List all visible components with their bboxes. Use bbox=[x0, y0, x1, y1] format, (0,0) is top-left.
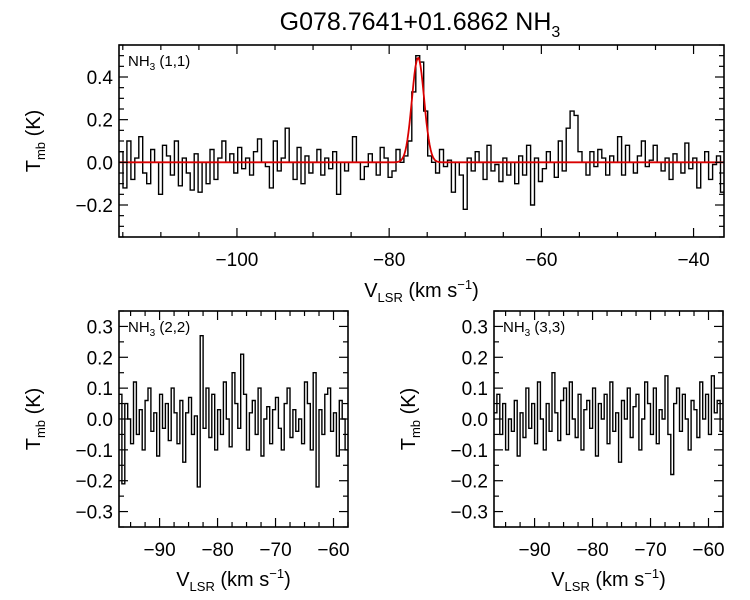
panel-1: −100 −80 −60 −40 −0.2 0.0 0.2 0.4 NH3 (1,1) VLSR … bbox=[23, 44, 725, 305]
panel-1-y-tick-label: 0.2 bbox=[87, 111, 113, 132]
panel-3-y-tick-label: 0.3 bbox=[462, 317, 488, 338]
panel-2-x-tick-label: −90 bbox=[143, 540, 175, 561]
panel-1-spectrum-histogram bbox=[119, 55, 724, 210]
panel-1-x-axis-label: VLSR (km s−1) bbox=[364, 277, 479, 305]
figure-title: G078.7641+01.6862 NH3 bbox=[280, 8, 561, 41]
panel-1-y-tick-label: −0.2 bbox=[75, 196, 113, 217]
panel-1-x-tick-label: −40 bbox=[677, 250, 709, 271]
panel-3-x-tick-label: −80 bbox=[576, 540, 608, 561]
panel-3: −90 −80 −70 −60 −0.3 −0.2 −0.1 0.0 0.1 0.2 0.3 NH3 … bbox=[398, 310, 725, 594]
panel-3-x-axis-label: VLSR (km s−1) bbox=[551, 566, 666, 594]
panel-2: −90 −80 −70 −60 −0.3 −0.2 −0.1 0.0 0.1 0.2 0.3 NH3 … bbox=[23, 310, 350, 594]
panel-2-y-tick-label: 0.0 bbox=[87, 410, 113, 431]
panel-2-y-tick-label: −0.3 bbox=[75, 503, 113, 524]
panel-1-gaussian-fit-line bbox=[119, 56, 724, 164]
panel-2-x-axis-label: VLSR (km s−1) bbox=[176, 566, 291, 594]
panel-3-y-tick-label: −0.2 bbox=[450, 472, 488, 493]
panel-2-x-tick-label: −80 bbox=[201, 540, 233, 561]
panel-1-y-tick-label: 0.4 bbox=[87, 68, 114, 89]
panel-2-y-tick-label: 0.2 bbox=[87, 348, 113, 369]
panel-1-x-tick-label: −80 bbox=[373, 250, 405, 271]
panel-3-spectrum-histogram bbox=[494, 372, 723, 476]
panel-2-y-tick-label: −0.1 bbox=[75, 441, 113, 462]
panel-2-spectrum-histogram bbox=[119, 335, 348, 488]
panel-3-y-tick-label: 0.0 bbox=[462, 410, 488, 431]
panel-2-y-tick-label: 0.1 bbox=[87, 379, 113, 400]
panel-2-x-tick-label: −60 bbox=[317, 540, 349, 561]
panel-3-label: NH3 (3,3) bbox=[503, 319, 565, 339]
panel-1-x-tick-label: −100 bbox=[216, 250, 259, 271]
panel-3-x-tick-label: −90 bbox=[518, 540, 550, 561]
panel-3-y-tick-label: 0.2 bbox=[462, 348, 488, 369]
panel-3-x-tick-label: −60 bbox=[692, 540, 724, 561]
panel-1-y-tick-label: 0.0 bbox=[87, 153, 113, 174]
panel-3-y-tick-label: 0.1 bbox=[462, 379, 488, 400]
panel-2-x-tick-label: −70 bbox=[259, 540, 291, 561]
panel-2-label: NH3 (2,2) bbox=[128, 319, 190, 339]
panel-3-y-tick-label: −0.3 bbox=[450, 503, 488, 524]
panel-1-x-tick-label: −60 bbox=[525, 250, 557, 271]
panel-2-y-tick-label: 0.3 bbox=[87, 317, 113, 338]
panel-3-y-tick-label: −0.1 bbox=[450, 441, 488, 462]
panels: −100 −80 −60 −40 −0.2 0.0 0.2 0.4 NH3 (1,1) VLSR … bbox=[23, 44, 725, 594]
panel-1-y-axis-label: Tmb (K) bbox=[23, 110, 48, 173]
panel-3-x-tick-label: −70 bbox=[634, 540, 666, 561]
panel-2-y-tick-label: −0.2 bbox=[75, 472, 113, 493]
panel-2-y-axis-label: Tmb (K) bbox=[23, 388, 48, 451]
panel-1-label: NH3 (1,1) bbox=[128, 53, 190, 73]
panel-3-y-axis-label: Tmb (K) bbox=[398, 388, 423, 451]
